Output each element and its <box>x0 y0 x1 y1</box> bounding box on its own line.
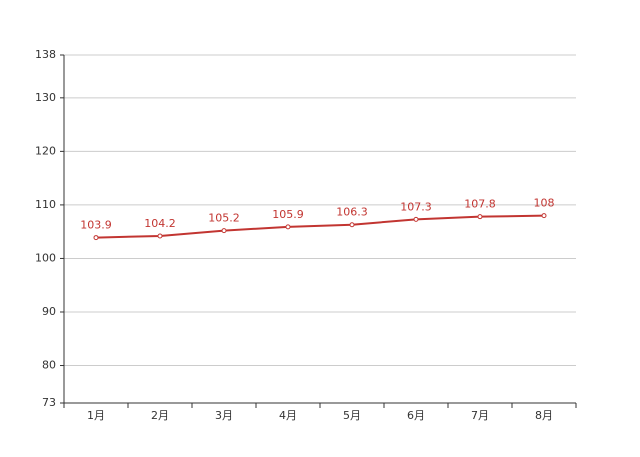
x-tick-label: 7月 <box>471 409 489 422</box>
point <box>349 222 355 228</box>
y-tick-label: 110 <box>35 198 56 211</box>
x-tick-label: 2月 <box>151 409 169 422</box>
y-tick-label: 138 <box>35 48 56 61</box>
x-tick-label: 5月 <box>343 409 361 422</box>
value-label: 105.2 <box>208 212 240 225</box>
y-tick-label: 90 <box>42 305 56 318</box>
y-tick-label: 100 <box>35 251 56 264</box>
y-tick-label: 130 <box>35 91 56 104</box>
point <box>413 216 419 222</box>
point <box>541 213 547 219</box>
value-label: 103.9 <box>80 219 112 232</box>
point <box>221 228 227 234</box>
x-tick-label: 8月 <box>535 409 553 422</box>
value-label: 105.9 <box>272 208 304 221</box>
point <box>157 233 163 239</box>
x-tick-label: 3月 <box>215 409 233 422</box>
value-label: 107.3 <box>400 200 432 213</box>
point <box>285 224 291 230</box>
x-tick-label: 1月 <box>87 409 105 422</box>
value-label: 107.8 <box>464 198 496 211</box>
y-tick-label: 80 <box>42 359 56 372</box>
line <box>95 214 545 239</box>
y-tick-label: 73 <box>42 396 56 409</box>
y-tick-label: 120 <box>35 144 56 157</box>
point <box>93 235 99 241</box>
x-tick-label: 4月 <box>279 409 297 422</box>
value-label: 104.2 <box>144 217 176 230</box>
x-tick-label: 6月 <box>407 409 425 422</box>
point <box>477 214 483 220</box>
value-label: 106.3 <box>336 206 368 219</box>
value-label: 108 <box>534 197 555 210</box>
